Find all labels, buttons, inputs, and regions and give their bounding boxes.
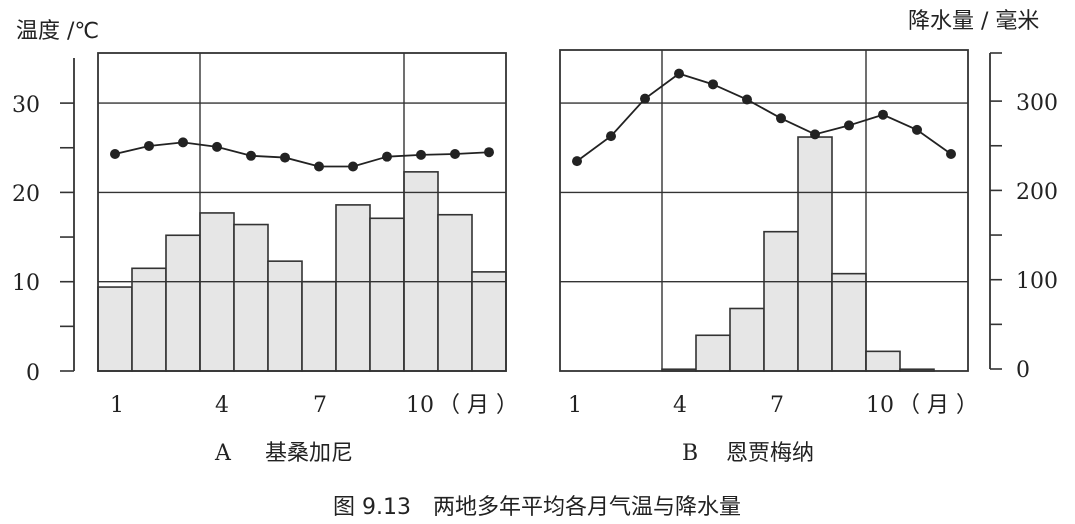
y-tick-label-right: 100 <box>1016 269 1058 294</box>
temperature-point <box>742 94 752 105</box>
precip-bar <box>301 280 337 372</box>
temperature-point <box>844 120 854 131</box>
temperature-point <box>212 141 222 152</box>
figure-caption: 图 9.13 两地多年平均各月气温与降水量 <box>333 495 741 520</box>
panel-label-a: A <box>214 441 232 466</box>
temperature-point <box>178 137 188 148</box>
temperature-point <box>708 79 718 90</box>
temperature-point <box>246 150 256 161</box>
x-tick-label: 4 <box>673 393 687 418</box>
y-tick-label-left: 10 <box>12 271 40 296</box>
precip-bar <box>763 230 799 372</box>
precip-bar <box>131 267 167 372</box>
precip-bar <box>695 334 731 372</box>
temperature-line <box>114 141 490 168</box>
temperature-point <box>810 129 820 140</box>
temperature-line <box>576 72 952 162</box>
temperature-point <box>280 152 290 163</box>
precip-bar <box>199 212 235 372</box>
right-axis-label: 降水量 / 毫米 <box>908 9 1039 34</box>
temperature-point <box>144 140 154 151</box>
temperature-point <box>416 149 426 160</box>
precip-bar <box>267 260 303 372</box>
temperature-point <box>606 131 616 142</box>
x-tick-label: 7 <box>313 393 327 418</box>
temperature-point <box>348 161 358 172</box>
precip-bar <box>369 217 405 372</box>
temperature-point <box>110 149 120 160</box>
plot-frame <box>559 49 969 372</box>
x-tick-label: 1 <box>110 393 124 418</box>
precip-bar <box>403 171 439 372</box>
x-tick-label: 7 <box>770 393 784 418</box>
x-unit-label: （ 月 ） <box>438 393 518 418</box>
temperature-point <box>640 93 650 104</box>
temperature-point <box>572 156 582 167</box>
plot-frame <box>97 52 507 372</box>
precip-bar <box>335 204 371 372</box>
temperature-point <box>946 149 956 160</box>
y-tick-label-left: 20 <box>12 182 40 207</box>
y-tick-label-right: 300 <box>1016 91 1058 116</box>
left-axis-label: 温度 /℃ <box>16 19 99 44</box>
temperature-point <box>314 161 324 172</box>
y-tick-label-right: 200 <box>1016 180 1058 205</box>
panel-title-a: 基桑加尼 <box>265 441 353 466</box>
x-tick-label: 1 <box>568 393 582 418</box>
precip-bar <box>797 136 833 372</box>
x-tick-label: 10 <box>406 393 434 418</box>
y-tick-label-right: 0 <box>1016 358 1030 383</box>
precip-bar <box>831 272 867 372</box>
temperature-point <box>382 151 392 162</box>
precip-bar <box>729 307 765 372</box>
y-tick-label-left: 30 <box>12 93 40 118</box>
precip-bar <box>471 271 507 372</box>
temperature-point <box>878 109 888 120</box>
temperature-point <box>674 68 684 79</box>
temperature-point <box>776 113 786 124</box>
precip-bar <box>97 286 133 372</box>
x-unit-label: （ 月 ） <box>898 393 978 418</box>
x-tick-label: 4 <box>215 393 229 418</box>
temperature-point <box>484 147 494 158</box>
panel-title-b: 恩贾梅纳 <box>726 441 814 466</box>
temperature-point <box>912 124 922 135</box>
precip-bar <box>233 223 269 372</box>
x-tick-label: 10 <box>866 393 894 418</box>
temperature-point <box>450 149 460 160</box>
precip-bar <box>865 350 901 372</box>
y-tick-label-left: 0 <box>26 361 40 386</box>
panel-label-b: B <box>682 441 698 466</box>
precip-bar <box>165 234 201 372</box>
precip-bar <box>437 213 473 372</box>
